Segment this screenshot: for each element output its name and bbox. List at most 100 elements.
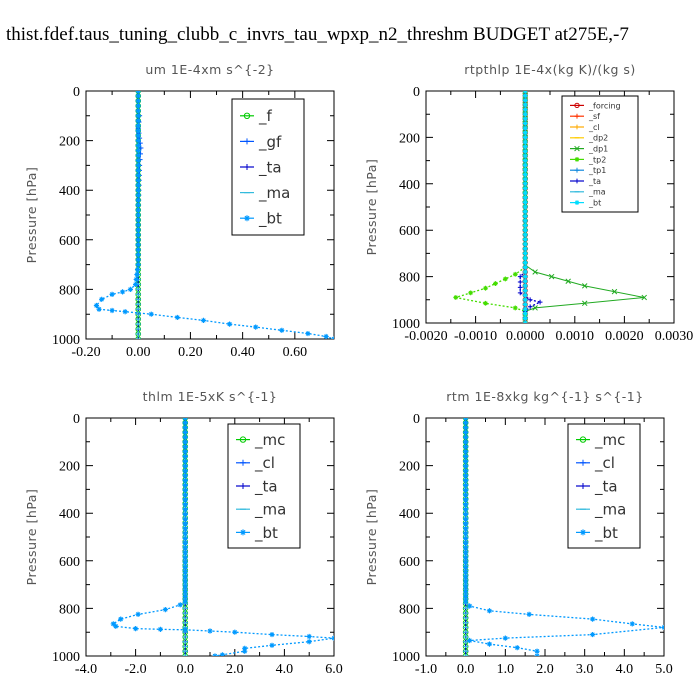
data-point-tp2 (493, 281, 498, 286)
data-point-dp1 (641, 294, 647, 301)
data-point-bt (463, 589, 469, 595)
legend-swatch-marker (574, 157, 580, 162)
data-point-bt (522, 283, 528, 289)
data-point-bt (162, 606, 168, 613)
data-point-bt (182, 531, 188, 537)
data-point-bt (182, 492, 188, 498)
y-tick-label: 400 (399, 178, 420, 193)
data-point-bt (177, 602, 183, 608)
data-point-bt (463, 473, 469, 479)
data-point-bt (135, 172, 141, 178)
data-point-bt (135, 128, 141, 134)
y-axis-label: Pressure [hPa] (24, 489, 39, 586)
data-point-bt (522, 227, 528, 233)
data-point-bt (269, 631, 275, 638)
data-point-bt (182, 444, 188, 450)
data-point-bt (182, 516, 188, 522)
legend-label: _ma (254, 501, 286, 520)
data-point-bt (182, 521, 188, 527)
data-point-bt (232, 629, 238, 635)
figure-title: thist.fdef.taus_tuning_clubb_c_invrs_tau… (6, 24, 629, 45)
data-point-bt (110, 621, 116, 627)
data-point-tp2 (483, 300, 488, 306)
data-point-bt (522, 213, 528, 219)
data-point-bt (522, 148, 528, 154)
x-tick-label: 0.20 (178, 345, 203, 360)
data-point-bt (135, 177, 141, 183)
y-tick-label: 1000 (392, 650, 420, 665)
x-tick-label: 1.0 (497, 662, 515, 677)
data-point-bt (522, 158, 528, 163)
data-point-bt (522, 278, 528, 284)
data-point-bt (522, 315, 528, 321)
series-line-bt (465, 418, 664, 656)
data-point-bt (331, 336, 334, 339)
data-point-bt (135, 133, 141, 139)
data-point-bt (99, 296, 105, 302)
data-point-bt (182, 545, 188, 551)
data-point-bt (463, 540, 469, 546)
data-point-bt (522, 190, 528, 196)
x-tick-label: 2.0 (536, 662, 554, 677)
y-tick-label: 800 (59, 602, 80, 617)
data-point-tp2 (483, 285, 488, 291)
legend-label: _ta (254, 477, 278, 496)
data-point-bt (226, 321, 233, 327)
data-point-bt (182, 468, 188, 474)
data-point-bt (135, 98, 141, 104)
data-point-ta (517, 274, 523, 279)
legend-swatch-marker (574, 167, 580, 173)
data-point-bt (502, 635, 508, 641)
data-point-bt (522, 172, 528, 177)
data-point-bt (182, 540, 188, 546)
data-point-bt (182, 453, 188, 460)
x-tick-label: -0.0020 (404, 329, 447, 344)
data-point-bt (522, 237, 528, 242)
data-point-bt (331, 635, 334, 641)
data-point-bt (463, 507, 469, 513)
x-tick-label: 0.00 (126, 345, 151, 360)
data-point-dp1 (532, 305, 538, 311)
data-point-bt (135, 162, 141, 168)
data-point-bt (182, 434, 188, 440)
y-tick-label: 0 (413, 412, 420, 427)
legend-label: _cl (594, 454, 615, 473)
data-point-bt (463, 574, 469, 580)
data-point-bt (463, 449, 469, 455)
data-point-bt (522, 93, 528, 99)
data-point-bt (182, 478, 188, 484)
data-point-bt (182, 593, 188, 600)
data-point-bt (135, 257, 141, 263)
data-point-bt (135, 252, 141, 258)
legend-label: _bt (588, 198, 601, 207)
y-tick-label: 1000 (392, 317, 420, 332)
data-point-bt (522, 186, 528, 191)
data-point-bt (522, 130, 528, 136)
data-point-bt (135, 167, 141, 173)
data-point-bt (590, 616, 596, 622)
data-point-bt (522, 111, 528, 117)
data-point-bt (463, 531, 469, 537)
data-point-bt (182, 449, 188, 455)
data-point-bt (127, 286, 133, 292)
legend-label: _sf (588, 112, 600, 121)
data-point-bt (135, 142, 141, 149)
data-point-bt (534, 653, 540, 656)
data-point-bt (135, 118, 141, 124)
y-tick-label: 400 (399, 507, 420, 522)
legend-swatch-marker (580, 459, 586, 466)
x-tick-label: 0.0010 (556, 329, 595, 344)
data-point-bt (522, 292, 528, 298)
data-point-bt (463, 550, 469, 556)
data-point-bt (182, 439, 188, 445)
y-tick-label: 200 (59, 135, 80, 150)
data-point-bt (182, 584, 188, 590)
data-point-bt (242, 645, 248, 651)
data-point-dp1 (581, 300, 588, 307)
data-point-bt (522, 209, 528, 215)
data-point-bt (522, 274, 528, 279)
legend-label: _f (258, 107, 273, 126)
data-point-bt (109, 291, 115, 297)
legend-label: _mc (594, 431, 625, 450)
